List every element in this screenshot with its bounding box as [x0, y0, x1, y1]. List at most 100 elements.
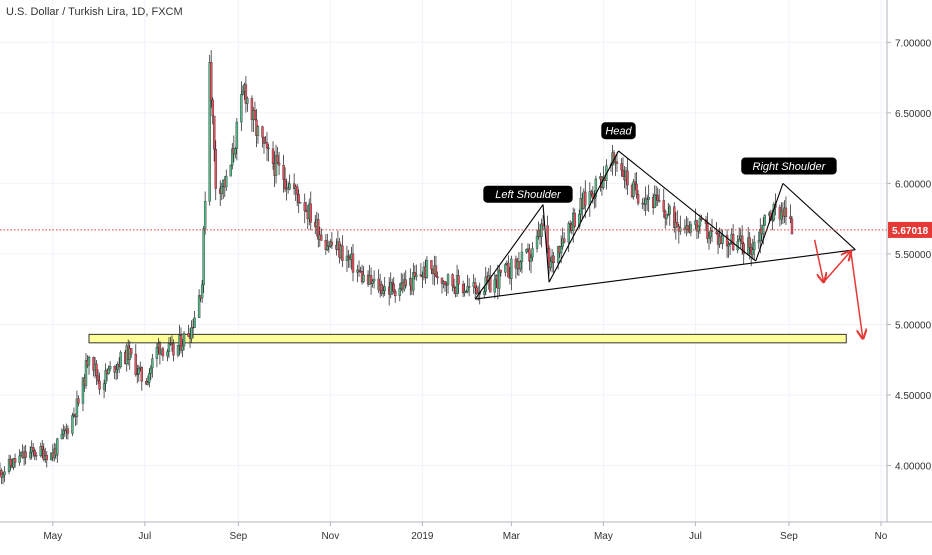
candle-body [211, 99, 214, 117]
candle-body [740, 235, 744, 244]
price-tick-label: 4.00000 [895, 462, 932, 473]
candle-body [584, 191, 587, 206]
pattern-line-right-shoulder-up [755, 183, 784, 262]
candle-body [621, 169, 625, 177]
candle-body [362, 274, 365, 283]
candle-body [179, 335, 183, 351]
current-price-label: 5.67018 [892, 226, 929, 237]
candle-body [324, 240, 328, 251]
price-tick-label: 6.50000 [895, 109, 932, 120]
candle-body [208, 62, 211, 202]
candle-body [102, 383, 106, 390]
candle-body [662, 200, 665, 212]
time-tick-label: Sep [229, 531, 247, 542]
candle-body [18, 455, 21, 463]
candle-body [559, 246, 563, 254]
candle-body [107, 368, 110, 375]
candle-body [391, 282, 394, 285]
candle-body [742, 243, 745, 255]
candle-body [715, 231, 718, 234]
symbol-title: U.S. Dollar / Turkish Lira, 1D, FXCM [6, 6, 183, 18]
candle-body [136, 373, 139, 376]
candle-body [461, 283, 465, 294]
candle-body [262, 137, 266, 144]
candle-body [757, 240, 760, 243]
candle-body [347, 255, 350, 258]
candle-body [297, 194, 300, 203]
candle-body [209, 62, 213, 101]
candle-body [784, 207, 788, 217]
candle-body [404, 279, 407, 286]
support-zone [88, 333, 847, 344]
candle-body [265, 142, 269, 149]
candle-body [737, 238, 741, 242]
candle-body [689, 224, 693, 233]
time-tick-label: Jul [138, 531, 151, 542]
candle-body [654, 194, 658, 196]
candle-body [95, 363, 98, 377]
time-tick-label: No [875, 531, 888, 542]
candle-body [398, 288, 401, 297]
candle-body [56, 438, 59, 456]
candle-body [84, 360, 88, 386]
candle-body [202, 228, 205, 286]
candle-body [440, 277, 444, 284]
candle-body [172, 343, 175, 356]
candle-body [0, 470, 3, 478]
candle-body [119, 352, 122, 368]
candle-body [383, 286, 386, 292]
candle-body [443, 280, 447, 285]
grid [0, 0, 887, 522]
pattern-line-left-shoulder-down [542, 204, 550, 283]
candle-body [371, 280, 374, 284]
candle-body [288, 183, 291, 190]
candle-body [620, 163, 623, 171]
candle-body [193, 317, 196, 328]
projection-arrow-target [850, 251, 863, 338]
candle-body [42, 449, 45, 461]
price-tick-label: 6.00000 [895, 179, 932, 190]
annotation-badge [741, 157, 837, 175]
candle-body [394, 291, 397, 297]
candle-body [3, 471, 6, 476]
candle-body [235, 121, 239, 149]
candle-body [644, 198, 647, 205]
candle-body [510, 258, 513, 279]
candle-body [87, 357, 91, 366]
candle-body [9, 459, 12, 466]
candle-body [137, 368, 140, 375]
candle-body [283, 179, 287, 190]
annotation-label: Head [605, 126, 632, 138]
candle-body [276, 155, 279, 164]
candle-body [676, 222, 679, 227]
current-price-line-layer: 5.67018 [0, 221, 932, 238]
candle-body [77, 398, 80, 404]
time-tick-label: May [43, 531, 62, 542]
candle-body [686, 225, 690, 230]
candle-body [31, 447, 35, 451]
candle-body [493, 279, 496, 293]
candle-body [108, 365, 112, 370]
candle-body [499, 269, 503, 273]
candle-body [326, 245, 329, 251]
candle-body [277, 162, 281, 166]
candle-body [763, 215, 767, 226]
candle-body [231, 148, 234, 166]
candle-body [759, 228, 762, 242]
candle-body [473, 282, 477, 289]
candle-body [161, 348, 165, 357]
candle-body [602, 177, 605, 188]
candle-body [528, 248, 531, 262]
candle-body [13, 458, 17, 463]
time-tick-label: May [594, 531, 613, 542]
candle-body [292, 183, 296, 189]
candle-body [706, 223, 709, 239]
candle-body [357, 269, 361, 272]
candle-body [653, 194, 656, 208]
candles-layer [0, 50, 794, 485]
candle-body [200, 284, 204, 299]
candle-body [451, 274, 454, 287]
candle-body [96, 375, 100, 382]
